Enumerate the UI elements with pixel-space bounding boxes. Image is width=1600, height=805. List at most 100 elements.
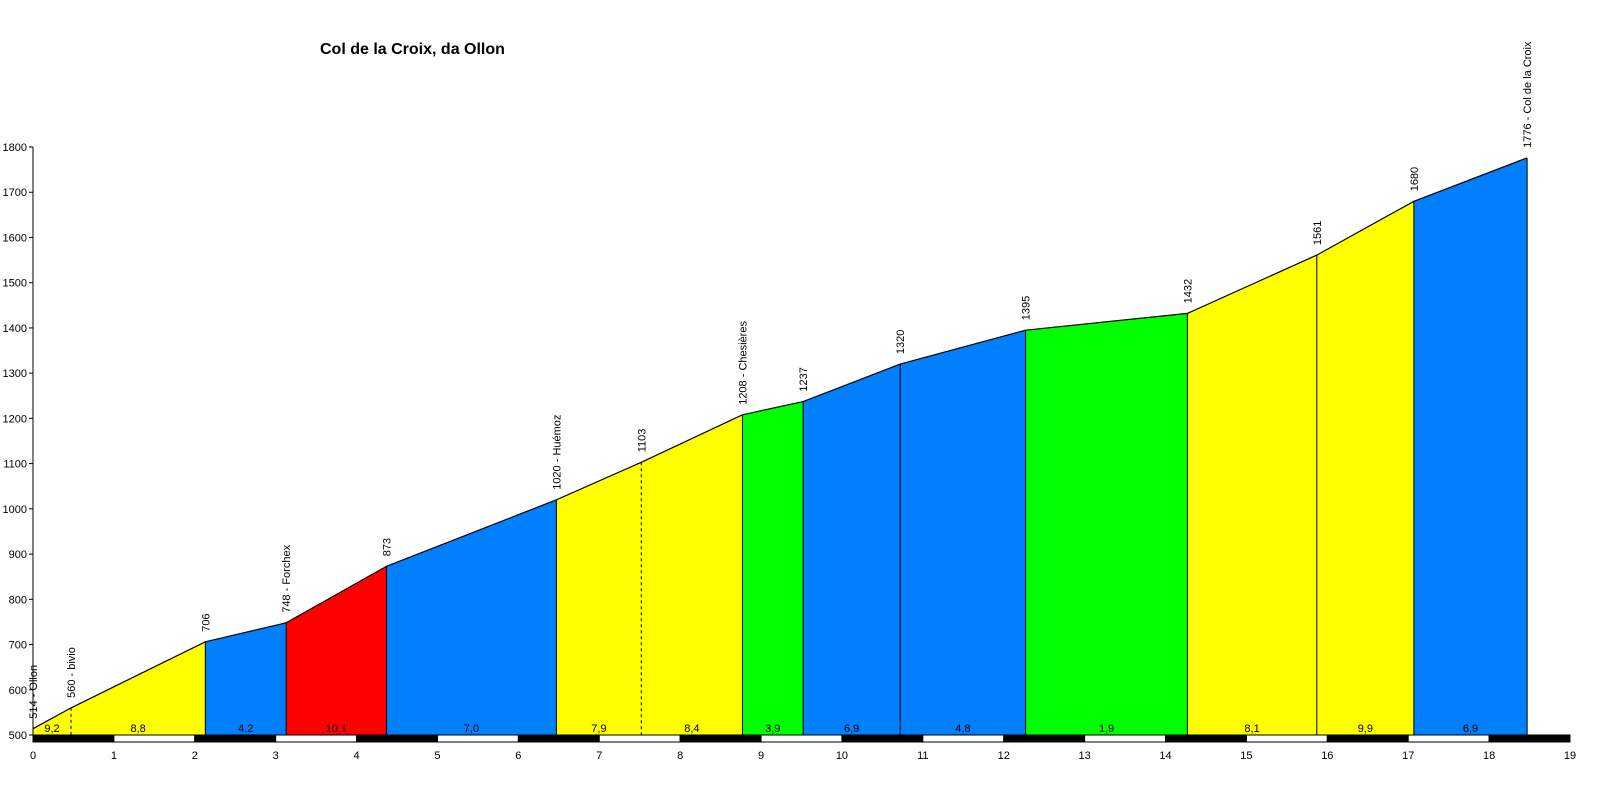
- y-tick-label-1400: 1400: [3, 323, 27, 335]
- scale-bar-km-4: [356, 734, 438, 743]
- segment-fill-13: [1316, 201, 1414, 736]
- scale-bar-km-2: [194, 734, 277, 743]
- y-axis: 500 600 700 800 900 1000 1100 1200 1300 1400 1500 1…: [3, 142, 34, 742]
- elevation-label-14: 1680: [1409, 167, 1421, 191]
- chart-title: Col de la Croix, da Ollon: [320, 41, 505, 58]
- segment-fill-14: [1413, 157, 1528, 735]
- profile-line: [32, 157, 1528, 730]
- scale-bar-km-13: [1084, 734, 1167, 743]
- x-tick-label-12: 12: [998, 750, 1010, 762]
- y-tick-label-1200: 1200: [3, 413, 27, 425]
- gradient-label-12: 8,1: [1244, 723, 1259, 735]
- gradient-label-13: 9,9: [1358, 723, 1373, 735]
- elevation-label-6: 1020 - Huémoz: [551, 415, 563, 490]
- gradient-label-11: 1,9: [1099, 723, 1114, 735]
- elevation-label-10: 1320: [895, 330, 907, 354]
- scale-bar-km-10: [841, 734, 924, 743]
- elevation-label-13: 1561: [1312, 221, 1324, 245]
- y-tick-label-1000: 1000: [3, 504, 27, 516]
- x-tick-label-0: 0: [30, 750, 36, 762]
- elevation-label-2: 560 - bivio: [66, 647, 78, 698]
- y-tick-label-1800: 1800: [3, 142, 27, 154]
- segment-fill-2: [71, 641, 206, 735]
- distance-scale-bar: [32, 734, 1571, 743]
- segment-fill-9: [803, 364, 901, 735]
- y-tick-label-900: 900: [9, 549, 27, 561]
- gradient-label-5: 7,0: [464, 723, 479, 735]
- scale-bar-km-18: [1488, 734, 1571, 743]
- elevation-label-3: 706: [200, 613, 212, 631]
- gradient-label-2: 8,8: [131, 723, 146, 735]
- elevation-label-9: 1237: [798, 367, 810, 391]
- x-tick-label-18: 18: [1483, 750, 1495, 762]
- x-tick-label-2: 2: [192, 750, 198, 762]
- gradient-label-14: 6,9: [1463, 723, 1478, 735]
- x-tick-label-7: 7: [596, 750, 602, 762]
- y-tick-label-800: 800: [9, 594, 27, 606]
- profile-outline: [32, 157, 1528, 735]
- x-tick-label-10: 10: [836, 750, 848, 762]
- segment-fill-11: [1025, 313, 1188, 735]
- segment-fill-1: [33, 707, 71, 735]
- x-tick-label-11: 11: [917, 750, 928, 762]
- x-tick-label-16: 16: [1321, 750, 1333, 762]
- x-tick-label-6: 6: [515, 750, 521, 762]
- segment-fill-8: [742, 401, 804, 735]
- x-tick-label-17: 17: [1402, 750, 1414, 762]
- scale-bar-km-15: [1245, 734, 1328, 743]
- gradient-label-9: 6,9: [844, 723, 859, 735]
- y-tick-label-1100: 1100: [3, 459, 27, 471]
- elevation-label-1: 514 - Ollon: [28, 665, 40, 719]
- y-tick-label-1600: 1600: [3, 232, 27, 244]
- x-tick-label-8: 8: [677, 750, 683, 762]
- scale-bar-km-5: [436, 734, 519, 743]
- x-tick-label-19: 19: [1564, 750, 1576, 762]
- elevation-label-11: 1395: [1021, 296, 1033, 320]
- x-tick-label-14: 14: [1159, 750, 1171, 762]
- scale-bar-km-17: [1407, 734, 1490, 743]
- scale-bar-km-0: [32, 734, 115, 743]
- scale-bar-km-16: [1326, 734, 1409, 743]
- scale-bar-km-11: [922, 734, 1005, 743]
- segment-fill-10: [900, 330, 1026, 735]
- x-tick-label-15: 15: [1240, 750, 1252, 762]
- elevation-label-8: 1208 - Chesières: [737, 321, 749, 405]
- scale-bar-km-9: [760, 734, 843, 743]
- gradient-label-6: 7,9: [591, 723, 606, 735]
- gradient-label-10: 4,8: [955, 723, 970, 735]
- scale-bar-km-6: [517, 734, 600, 743]
- elevation-label-5: 873: [382, 538, 394, 556]
- elevation-label-15: 1776 - Col de la Croix: [1522, 41, 1534, 148]
- gradient-label-7: 8,4: [684, 723, 699, 735]
- x-axis: 0 1 2 3 4 5 6 7 8 9 10 11 12 13 14 15 16 17 18 19: [30, 750, 1576, 762]
- x-tick-label-13: 13: [1079, 750, 1091, 762]
- x-tick-label-3: 3: [273, 750, 279, 762]
- profile-fills: [33, 157, 1528, 736]
- scale-bar-km-7: [598, 734, 681, 743]
- segment-fill-3: [205, 622, 287, 735]
- gradient-labels: 9,2 8,8 4,2 10,1 7,0 7,9 8,4 3,9 6,9 4,8 1,9 8,1 9,9…: [44, 723, 1478, 735]
- segment-fill-7: [641, 414, 743, 735]
- segment-fill-6: [556, 462, 642, 735]
- y-tick-label-700: 700: [9, 640, 27, 652]
- y-tick-label-500: 500: [9, 730, 27, 742]
- elevation-label-7: 1103: [636, 429, 648, 453]
- y-tick-label-1300: 1300: [3, 368, 27, 380]
- segment-fill-12: [1187, 255, 1317, 735]
- gradient-label-4: 10,1: [326, 723, 347, 735]
- x-tick-label-5: 5: [434, 750, 440, 762]
- elevation-annotations: 514 - Ollon 560 - bivio 706 748 - Forchex 87…: [28, 41, 1534, 719]
- scale-bar-km-12: [1003, 734, 1086, 743]
- y-tick-label-600: 600: [9, 685, 27, 697]
- elevation-label-4: 748 - Forchex: [281, 544, 293, 612]
- scale-bar-km-8: [679, 734, 762, 743]
- x-tick-label-1: 1: [111, 750, 117, 762]
- segment-dividers: [70, 201, 1415, 735]
- x-tick-label-4: 4: [354, 750, 360, 762]
- y-tick-label-1700: 1700: [3, 187, 27, 199]
- segment-fill-4: [286, 566, 387, 735]
- segment-fill-5: [386, 499, 557, 735]
- gradient-label-8: 3,9: [765, 723, 780, 735]
- x-tick-label-9: 9: [758, 750, 764, 762]
